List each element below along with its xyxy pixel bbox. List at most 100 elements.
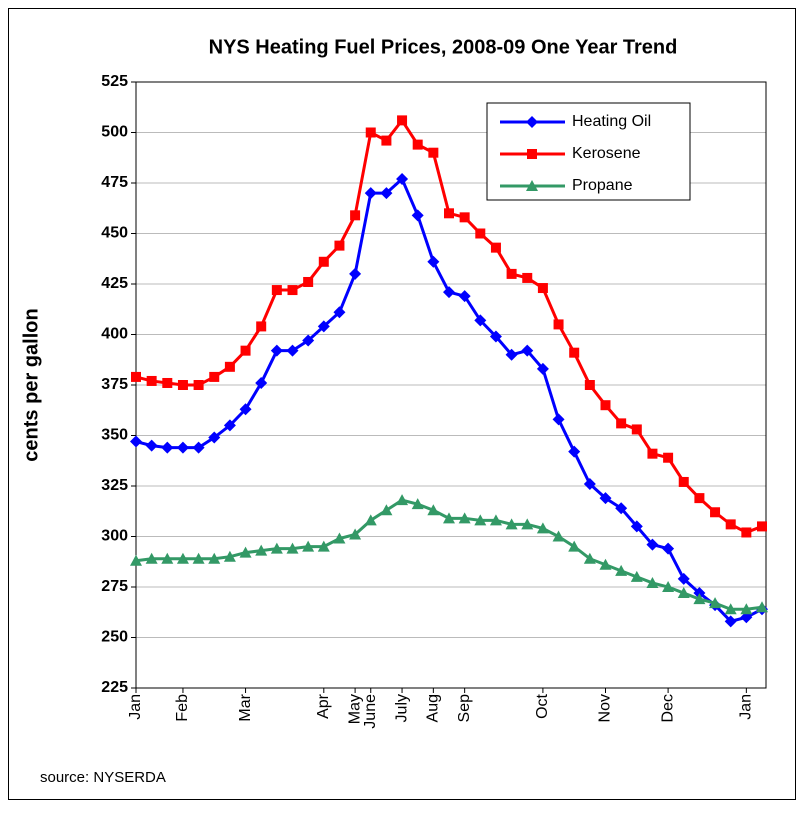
y-tick-label: 375	[101, 376, 128, 393]
marker	[740, 603, 753, 615]
x-tick-label: Mar	[237, 693, 254, 721]
marker	[490, 242, 501, 253]
plot-frame	[135, 81, 767, 689]
marker	[647, 448, 658, 459]
marker	[239, 546, 252, 558]
y-tick-label: 425	[101, 275, 128, 292]
legend-box	[486, 102, 691, 201]
x-tick-label: June	[362, 694, 379, 729]
marker	[192, 441, 205, 454]
legend-label: Propane	[572, 177, 633, 194]
marker	[334, 240, 345, 251]
marker	[209, 371, 220, 382]
y-tick-label: 225	[101, 679, 128, 696]
marker	[583, 552, 596, 564]
y-tick-label: 325	[101, 477, 128, 494]
marker	[646, 576, 659, 588]
marker	[693, 587, 706, 600]
marker	[302, 334, 315, 347]
marker	[333, 532, 346, 544]
y-tick-label: 400	[101, 326, 128, 343]
marker	[412, 139, 423, 150]
marker	[364, 514, 377, 526]
marker	[411, 498, 424, 510]
marker	[725, 519, 736, 530]
marker	[553, 319, 564, 330]
x-tick-label: Dec	[659, 694, 676, 722]
marker	[709, 597, 722, 609]
marker	[396, 494, 409, 506]
marker	[710, 507, 721, 518]
marker	[489, 330, 502, 343]
marker	[223, 419, 236, 432]
x-tick-label: Nov	[597, 694, 614, 722]
marker	[145, 552, 158, 564]
marker	[256, 321, 267, 332]
marker	[677, 587, 690, 599]
y-axis-label: cents per gallon	[20, 308, 42, 461]
marker	[740, 611, 753, 624]
marker	[303, 276, 314, 287]
y-tick-label: 250	[101, 629, 128, 646]
marker	[584, 380, 595, 390]
marker	[458, 512, 471, 524]
marker	[616, 418, 627, 429]
marker	[193, 380, 204, 390]
marker	[568, 540, 581, 552]
marker	[757, 521, 767, 532]
marker	[349, 267, 362, 280]
marker	[474, 514, 487, 526]
marker	[318, 256, 329, 267]
marker	[505, 518, 518, 530]
marker	[255, 544, 268, 556]
legend-marker	[526, 180, 538, 191]
chart-title: NYS Heating Fuel Prices, 2008-09 One Yea…	[209, 36, 678, 58]
marker	[130, 554, 142, 566]
marker	[380, 187, 393, 200]
x-tick-label: Oct	[534, 693, 551, 718]
marker	[428, 147, 439, 158]
x-tick-label: Aug	[425, 694, 442, 722]
marker	[286, 344, 299, 357]
marker	[317, 540, 330, 552]
marker	[505, 348, 518, 361]
marker	[552, 413, 565, 426]
marker	[224, 361, 235, 372]
marker	[444, 208, 454, 219]
marker	[663, 452, 674, 463]
marker	[552, 530, 565, 542]
legend-marker	[526, 116, 538, 128]
marker	[443, 286, 455, 299]
marker	[724, 603, 737, 615]
marker	[350, 210, 361, 221]
marker	[302, 540, 315, 552]
source-note: source: NYSERDA	[40, 769, 166, 786]
x-tick-label: Sep	[456, 694, 473, 723]
marker	[459, 212, 470, 223]
x-tick-label: Feb	[174, 694, 191, 722]
x-tick-label: May	[346, 694, 363, 724]
marker	[317, 320, 330, 333]
marker	[130, 435, 142, 448]
marker	[208, 431, 221, 444]
marker	[365, 127, 376, 138]
marker	[381, 135, 392, 146]
marker	[270, 542, 283, 554]
marker	[161, 552, 174, 564]
marker	[662, 542, 675, 555]
x-tick-label: Apr	[315, 693, 332, 719]
marker	[756, 601, 768, 613]
marker	[240, 345, 251, 356]
marker	[599, 492, 612, 505]
marker	[131, 371, 141, 382]
marker	[569, 347, 580, 358]
marker	[397, 115, 408, 126]
marker	[568, 445, 581, 458]
legend-marker	[527, 149, 537, 159]
y-tick-label: 350	[101, 427, 128, 444]
marker	[161, 441, 174, 454]
marker	[380, 504, 393, 516]
marker	[239, 403, 252, 416]
legend-label: Heating Oil	[572, 113, 651, 130]
